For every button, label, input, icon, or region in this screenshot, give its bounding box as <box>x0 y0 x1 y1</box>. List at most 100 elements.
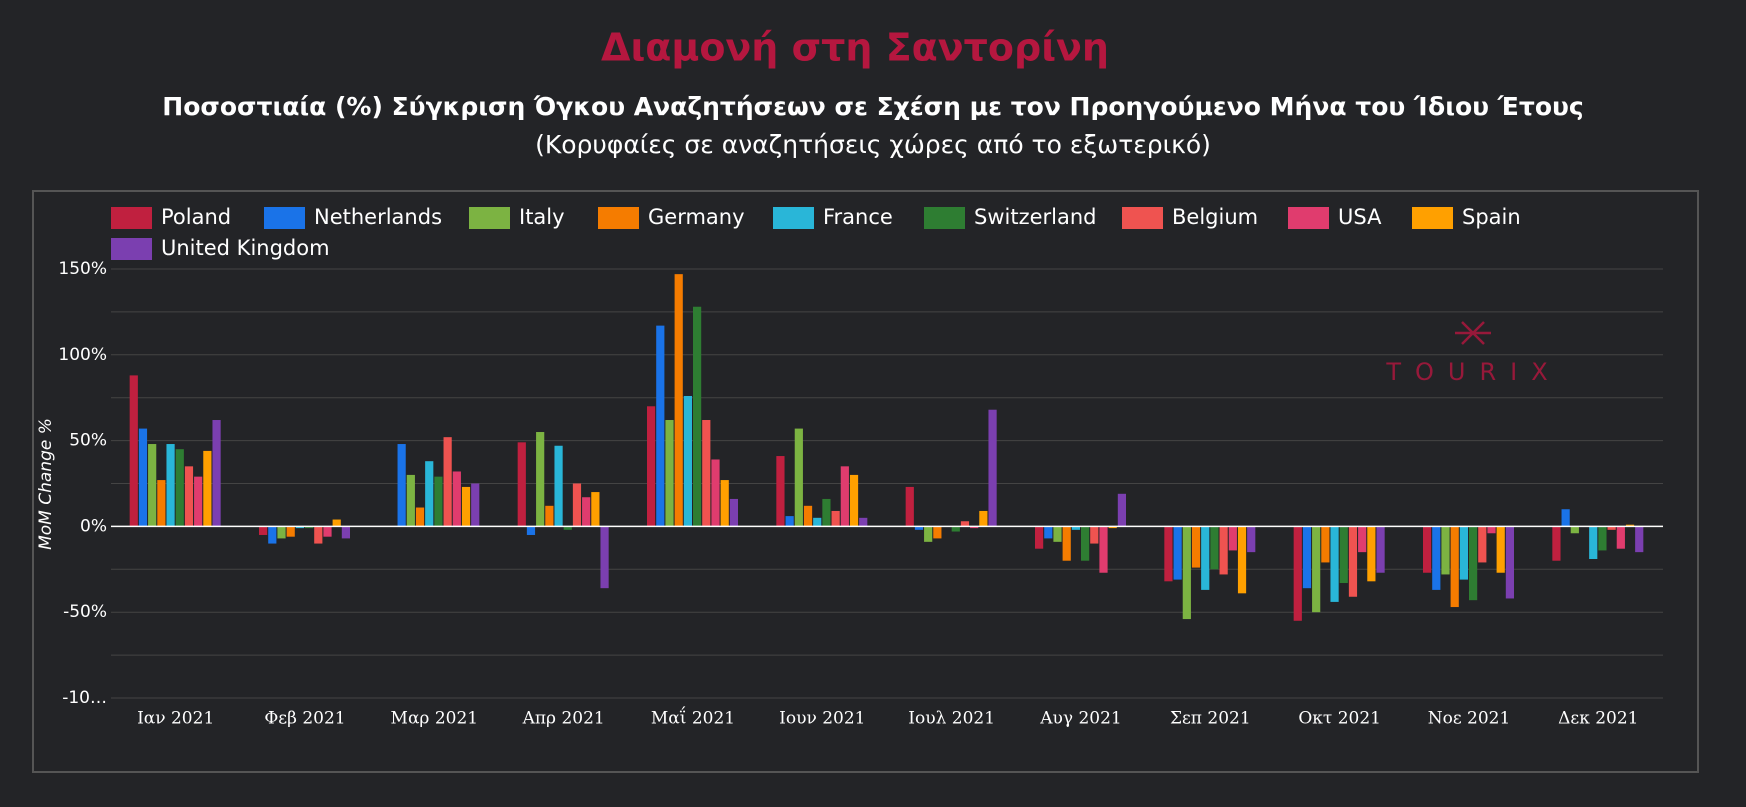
bar <box>1293 526 1302 621</box>
bar <box>656 325 665 527</box>
legend-label: Germany <box>648 205 745 229</box>
x-tick-label: Ιουλ 2021 <box>908 709 995 729</box>
bar <box>129 375 138 527</box>
bar <box>1062 526 1071 561</box>
bar <box>259 526 268 535</box>
bar <box>785 516 794 527</box>
bar <box>914 526 924 530</box>
bar <box>461 486 471 527</box>
y-tick-label: 50% <box>69 431 107 451</box>
bar <box>951 526 960 532</box>
bar <box>471 483 480 527</box>
bar <box>305 526 314 529</box>
bar <box>1321 526 1330 563</box>
y-tick-label: -10… <box>62 688 107 708</box>
bar <box>332 519 341 527</box>
bar <box>517 442 526 527</box>
bar <box>1312 526 1321 613</box>
bar <box>554 445 563 527</box>
bar <box>1191 526 1201 568</box>
bar <box>933 526 942 539</box>
legend-swatch <box>598 207 639 229</box>
bar <box>1552 526 1561 561</box>
bar <box>341 526 350 539</box>
bar <box>1108 526 1117 529</box>
chart-frame <box>32 190 1699 773</box>
legend-label: Switzerland <box>974 205 1097 229</box>
bar <box>693 306 702 527</box>
legend-swatch <box>111 238 152 260</box>
bar <box>665 420 674 527</box>
legend-swatch <box>469 207 510 229</box>
bar <box>849 474 859 527</box>
y-tick-label: 0% <box>80 516 107 536</box>
bar <box>822 498 831 527</box>
bar <box>1090 526 1099 544</box>
x-tick-label: Απρ 2021 <box>522 709 605 729</box>
bar <box>1505 526 1514 599</box>
bar <box>970 526 979 529</box>
bar <box>1164 526 1173 582</box>
bar <box>1423 526 1432 573</box>
legend-label: France <box>823 205 893 229</box>
x-tick-label: Αυγ 2021 <box>1039 709 1121 729</box>
bar <box>212 420 221 527</box>
x-tick-label: Δεκ 2021 <box>1558 709 1638 729</box>
bar <box>1330 526 1339 602</box>
bar <box>1376 526 1385 573</box>
bar <box>1496 526 1505 573</box>
bar <box>536 432 545 527</box>
bar <box>711 459 720 527</box>
x-tick-label: Σεπ 2021 <box>1170 709 1251 729</box>
bar <box>803 505 813 527</box>
bar <box>138 428 148 527</box>
bar <box>563 526 572 530</box>
chart-subtitle-2: (Κορυφαίες σε αναζητήσεις χώρες από το ε… <box>535 130 1211 159</box>
bar <box>1616 526 1625 549</box>
bar <box>794 428 803 527</box>
x-tick-label: Μαΐ 2021 <box>651 706 735 729</box>
bar <box>988 409 997 527</box>
bar <box>148 444 157 527</box>
bar <box>1589 526 1598 560</box>
bar <box>1237 526 1247 594</box>
bar <box>277 526 286 539</box>
y-tick-label: -50% <box>63 602 107 622</box>
bar <box>905 486 914 527</box>
bar <box>175 449 184 527</box>
bar <box>203 450 212 527</box>
bar <box>582 497 591 527</box>
bar <box>443 437 452 527</box>
x-tick-label: Οκτ 2021 <box>1298 709 1381 729</box>
legend-label: Netherlands <box>314 205 442 229</box>
bar <box>434 476 443 527</box>
bar <box>813 517 822 527</box>
legend-label: Spain <box>1462 205 1521 229</box>
legend-swatch <box>773 207 814 229</box>
legend-label: Italy <box>519 205 565 229</box>
y-tick-label: 100% <box>58 345 107 365</box>
bar <box>1348 526 1358 597</box>
bar <box>1469 526 1478 601</box>
bar <box>831 510 840 527</box>
bar <box>323 526 332 537</box>
bar <box>683 395 692 527</box>
bar <box>286 526 295 537</box>
bar <box>1173 526 1182 580</box>
bar <box>960 521 970 527</box>
bar <box>295 526 304 529</box>
bar <box>1099 526 1108 573</box>
legend-swatch <box>1288 207 1329 229</box>
bar <box>1201 526 1210 590</box>
bar <box>720 480 729 527</box>
x-tick-label: Νοε 2021 <box>1428 709 1511 729</box>
bar <box>600 526 609 589</box>
bar <box>425 461 434 527</box>
legend-swatch <box>1412 207 1453 229</box>
bar <box>1117 493 1126 527</box>
bar <box>1459 526 1468 580</box>
bar <box>406 474 415 527</box>
bar <box>1487 526 1496 534</box>
